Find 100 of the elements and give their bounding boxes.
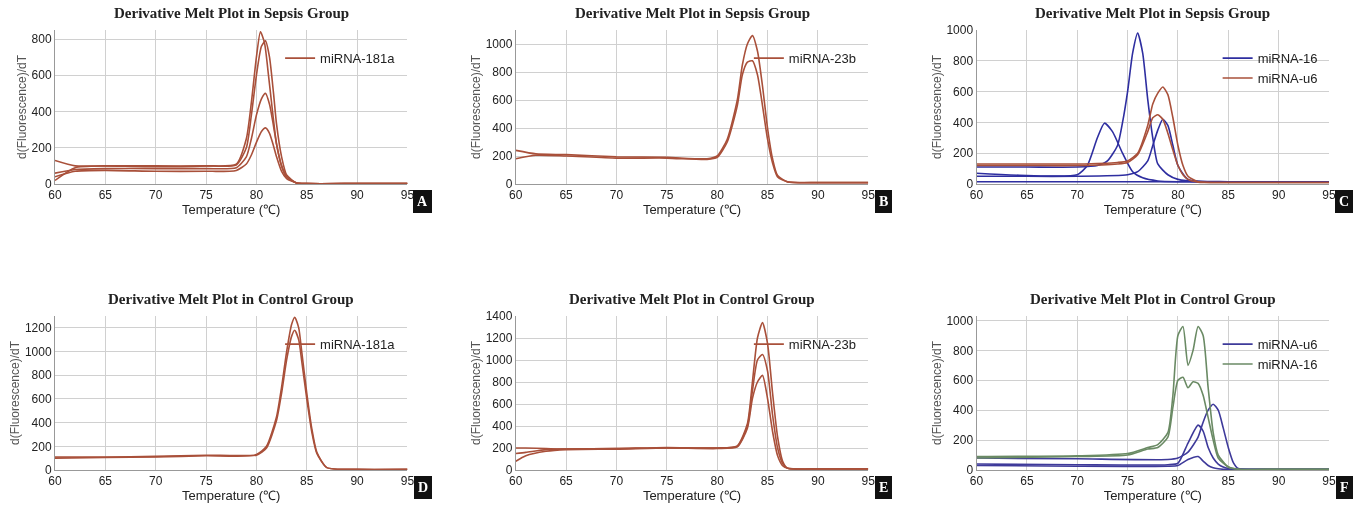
y-axis-title: d(Fluorescence)/dT <box>14 54 29 160</box>
legend-label: miRNA-u6 <box>1257 71 1318 87</box>
chart-title: Derivative Melt Plot in Sepsis Group <box>1035 5 1271 21</box>
x-tick-label: 90 <box>350 188 365 203</box>
x-tick-label: 70 <box>609 474 624 489</box>
y-axis-title: d(Fluorescence)/dT <box>929 340 944 446</box>
x-tick-label: 65 <box>98 474 113 489</box>
x-tick-label: 95 <box>400 474 415 489</box>
y-tick-label: 400 <box>953 115 974 130</box>
x-tick-label: 60 <box>509 188 523 203</box>
x-tick-label: 90 <box>811 188 825 203</box>
y-axis-title: d(Fluorescence)/dT <box>468 340 483 446</box>
x-tick-label: 90 <box>350 474 365 489</box>
y-tick-label: 200 <box>953 146 974 161</box>
y-tick-label: 1400 <box>485 309 513 324</box>
chart-title: Derivative Melt Plot in Sepsis Group <box>114 5 350 21</box>
x-tick-label: 80 <box>249 188 264 203</box>
x-tick-label: 70 <box>1070 188 1085 203</box>
x-tick-label: 70 <box>1070 474 1085 489</box>
y-tick-label: 800 <box>31 368 52 383</box>
y-tick-label: 200 <box>31 439 52 454</box>
y-tick-label: 800 <box>953 54 974 68</box>
x-tick-label: 95 <box>861 188 876 203</box>
y-tick-label: 1000 <box>946 23 974 38</box>
x-tick-label: 65 <box>98 188 113 203</box>
y-tick-label: 800 <box>953 343 974 358</box>
y-tick-label: 400 <box>492 419 513 434</box>
text: D <box>418 480 429 495</box>
x-tick-label: 60 <box>969 188 984 203</box>
y-tick-label: 200 <box>953 433 974 448</box>
x-tick-label: 95 <box>1322 474 1336 489</box>
x-tick-label: 60 <box>509 474 523 489</box>
y-tick-label: 1000 <box>485 37 513 52</box>
x-axis-title: Temperature (℃) <box>182 202 281 218</box>
x-tick-label: 90 <box>1271 188 1286 203</box>
x-tick-label: 80 <box>1171 474 1185 489</box>
x-tick-label: 80 <box>710 188 725 203</box>
y-tick-label: 200 <box>492 149 513 164</box>
y-tick-label: 1000 <box>24 344 52 359</box>
x-tick-label: 60 <box>48 188 62 203</box>
chart-title: Derivative Melt Plot in Control Group <box>569 291 815 307</box>
y-axis-title: d(Fluorescence)/dT <box>468 54 483 160</box>
x-axis-title: Temperature (℃) <box>1103 488 1202 504</box>
legend-label: miRNA-16 <box>1257 51 1318 67</box>
y-tick-label: 800 <box>31 32 52 47</box>
y-tick-label: 200 <box>31 140 52 155</box>
x-tick-label: 80 <box>710 474 725 489</box>
chart-title: Derivative Melt Plot in Control Group <box>1030 291 1276 307</box>
x-tick-label: 95 <box>400 188 415 203</box>
text: E <box>879 480 889 495</box>
x-tick-label: 90 <box>811 474 825 489</box>
x-axis-title: Temperature (℃) <box>182 488 281 504</box>
text: B <box>879 194 889 209</box>
legend-label: miRNA-181a <box>320 51 396 67</box>
y-tick-label: 800 <box>492 65 513 80</box>
legend-label: miRNA-u6 <box>1257 337 1318 353</box>
x-tick-label: 85 <box>760 188 775 203</box>
y-axis-title: d(Fluorescence)/dT <box>929 54 944 160</box>
y-tick-label: 600 <box>953 373 974 388</box>
text: F <box>1340 480 1349 495</box>
y-tick-label: 200 <box>492 441 513 456</box>
y-tick-label: 600 <box>31 68 52 83</box>
legend-label: miRNA-181a <box>320 337 396 353</box>
x-tick-label: 60 <box>48 474 62 489</box>
y-tick-label: 600 <box>31 392 52 407</box>
y-axis-title: d(Fluorescence)/dT <box>8 340 23 446</box>
chart-title: Derivative Melt Plot in Sepsis Group <box>575 5 811 21</box>
x-tick-label: 75 <box>660 474 674 489</box>
x-tick-label: 95 <box>861 474 876 489</box>
y-tick-label: 400 <box>953 403 974 418</box>
y-tick-label: 600 <box>492 397 513 412</box>
y-tick-label: 1200 <box>485 331 513 346</box>
y-tick-label: 400 <box>31 415 52 430</box>
x-tick-label: 75 <box>199 474 214 489</box>
x-tick-label: 85 <box>1221 474 1236 489</box>
legend-label: miRNA-23b <box>788 51 857 67</box>
x-tick-label: 70 <box>609 188 624 203</box>
x-tick-label: 85 <box>1221 188 1236 203</box>
x-tick-label: 95 <box>1322 188 1336 203</box>
x-tick-label: 75 <box>660 188 674 203</box>
x-axis-title: Temperature (℃) <box>642 202 742 218</box>
y-tick-label: 600 <box>492 93 513 108</box>
y-tick-label: 1000 <box>946 313 974 328</box>
x-tick-label: 80 <box>1171 188 1185 203</box>
x-tick-label: 65 <box>1020 188 1034 203</box>
x-tick-label: 85 <box>300 474 314 489</box>
x-tick-label: 65 <box>559 188 574 203</box>
x-tick-label: 90 <box>1271 474 1286 489</box>
x-tick-label: 60 <box>969 474 984 489</box>
legend-label: miRNA-16 <box>1257 357 1318 373</box>
x-tick-label: 70 <box>149 188 163 203</box>
y-tick-label: 1200 <box>24 321 52 336</box>
x-tick-label: 65 <box>559 474 574 489</box>
x-axis-title: Temperature (℃) <box>1103 202 1202 218</box>
text: A <box>417 194 428 209</box>
x-tick-label: 70 <box>149 474 163 489</box>
x-tick-label: 75 <box>199 188 214 203</box>
y-tick-label: 400 <box>31 104 52 119</box>
x-tick-label: 85 <box>300 188 314 203</box>
y-tick-label: 800 <box>492 375 513 390</box>
